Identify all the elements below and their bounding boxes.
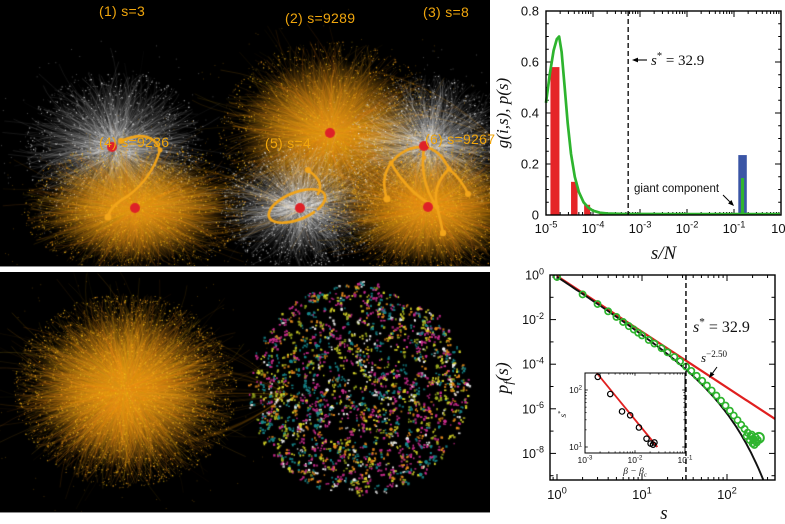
y-tick-label: 100 xyxy=(525,266,544,282)
axes-frame xyxy=(545,10,782,216)
y-tick-label: 0.2 xyxy=(521,157,539,172)
y-tick-label: 0.8 xyxy=(521,4,539,19)
x-tick-label: 10-2 xyxy=(676,220,699,236)
y-tick-label: 10-8 xyxy=(522,445,544,461)
pdf-green-curve xyxy=(544,35,780,216)
network-label-5: (5) s=4 xyxy=(265,135,312,151)
powerlaw-red-line xyxy=(556,275,775,420)
x-tick-label: 100 xyxy=(771,220,785,236)
x-tick-label: 10-3 xyxy=(629,220,652,236)
inset-y-tick-label: 101 xyxy=(569,441,582,452)
inset-x-tick-label: 10-2 xyxy=(628,454,644,465)
network-label-3: (3) s=8 xyxy=(423,4,470,20)
network-label-4: (4) s=9236 xyxy=(99,134,170,150)
powerlaw-annotation: s−2.50 xyxy=(701,349,728,365)
inset-fit-line xyxy=(595,373,659,448)
y-axis-label: pf(s) xyxy=(492,362,516,396)
network-label-6: (6) s=9267 xyxy=(425,131,496,147)
red-histogram-bars xyxy=(550,67,605,215)
y-axis-label: g(i,s), p(s) xyxy=(493,77,512,148)
giant-component-annotation: giant component xyxy=(634,183,720,195)
inset-y-tick-label: 102 xyxy=(569,384,582,395)
giant-component-canvas xyxy=(0,272,490,512)
scatter-green-circles xyxy=(553,275,762,449)
scatter-big-circle xyxy=(752,431,765,444)
threshold-annotation: s* = 32.9 xyxy=(693,317,750,336)
x-tick-label: 10-5 xyxy=(535,220,558,236)
x-tick-label: 101 xyxy=(632,486,652,502)
x-tick-label: 10-4 xyxy=(582,220,605,236)
x-axis-label: s/N xyxy=(651,243,678,264)
cutoff-black-curve xyxy=(556,276,765,480)
inset-plot-area xyxy=(594,373,659,448)
inset-x-tick-label: 10-3 xyxy=(578,454,594,465)
giant-component-and-fragments-panel xyxy=(0,272,490,513)
inset-frame xyxy=(584,372,686,454)
axes-frame xyxy=(549,274,776,481)
network-snapshots-panel: (1) s=3 (2) s=9289 (3) s=8 (4) s=9236 (5… xyxy=(0,0,495,267)
y-tick-label: 0.4 xyxy=(521,106,539,121)
y-tick-label: 0 xyxy=(532,208,539,223)
network-label-2: (2) s=9289 xyxy=(285,10,356,26)
network-snapshots-canvas xyxy=(0,0,490,266)
y-tick-label: 0.6 xyxy=(521,55,539,70)
giant-component-bar-green xyxy=(740,178,745,215)
inset-y-axis-label: s* xyxy=(557,410,569,417)
component-size-distribution-chart: 10-5 10-4 10-3 10-2 10-1 100 0 0.2 0.4 0.6 0.8 s* =… xyxy=(493,4,785,265)
x-axis-label: s xyxy=(660,503,667,524)
y-tick-label: 10-6 xyxy=(522,400,544,416)
x-tick-label: 100 xyxy=(547,486,567,502)
x-tick-label: 102 xyxy=(717,486,737,502)
threshold-annotation: s* = 32.9 xyxy=(651,51,704,69)
y-tick-label: 10-4 xyxy=(522,355,544,371)
network-label-1: (1) s=3 xyxy=(99,3,146,19)
fragment-size-distribution-chart: 100 101 102 100 10-2 10-4 10-6 10-8 s* = 32.9 s−2… xyxy=(492,266,776,524)
plot-area xyxy=(553,275,775,480)
inset-x-tick-label: 10-1 xyxy=(678,454,694,465)
inset-x-axis-label: β − βc xyxy=(622,467,647,478)
y-tick-label: 10-2 xyxy=(522,311,544,327)
x-tick-label: 10-1 xyxy=(723,220,746,236)
